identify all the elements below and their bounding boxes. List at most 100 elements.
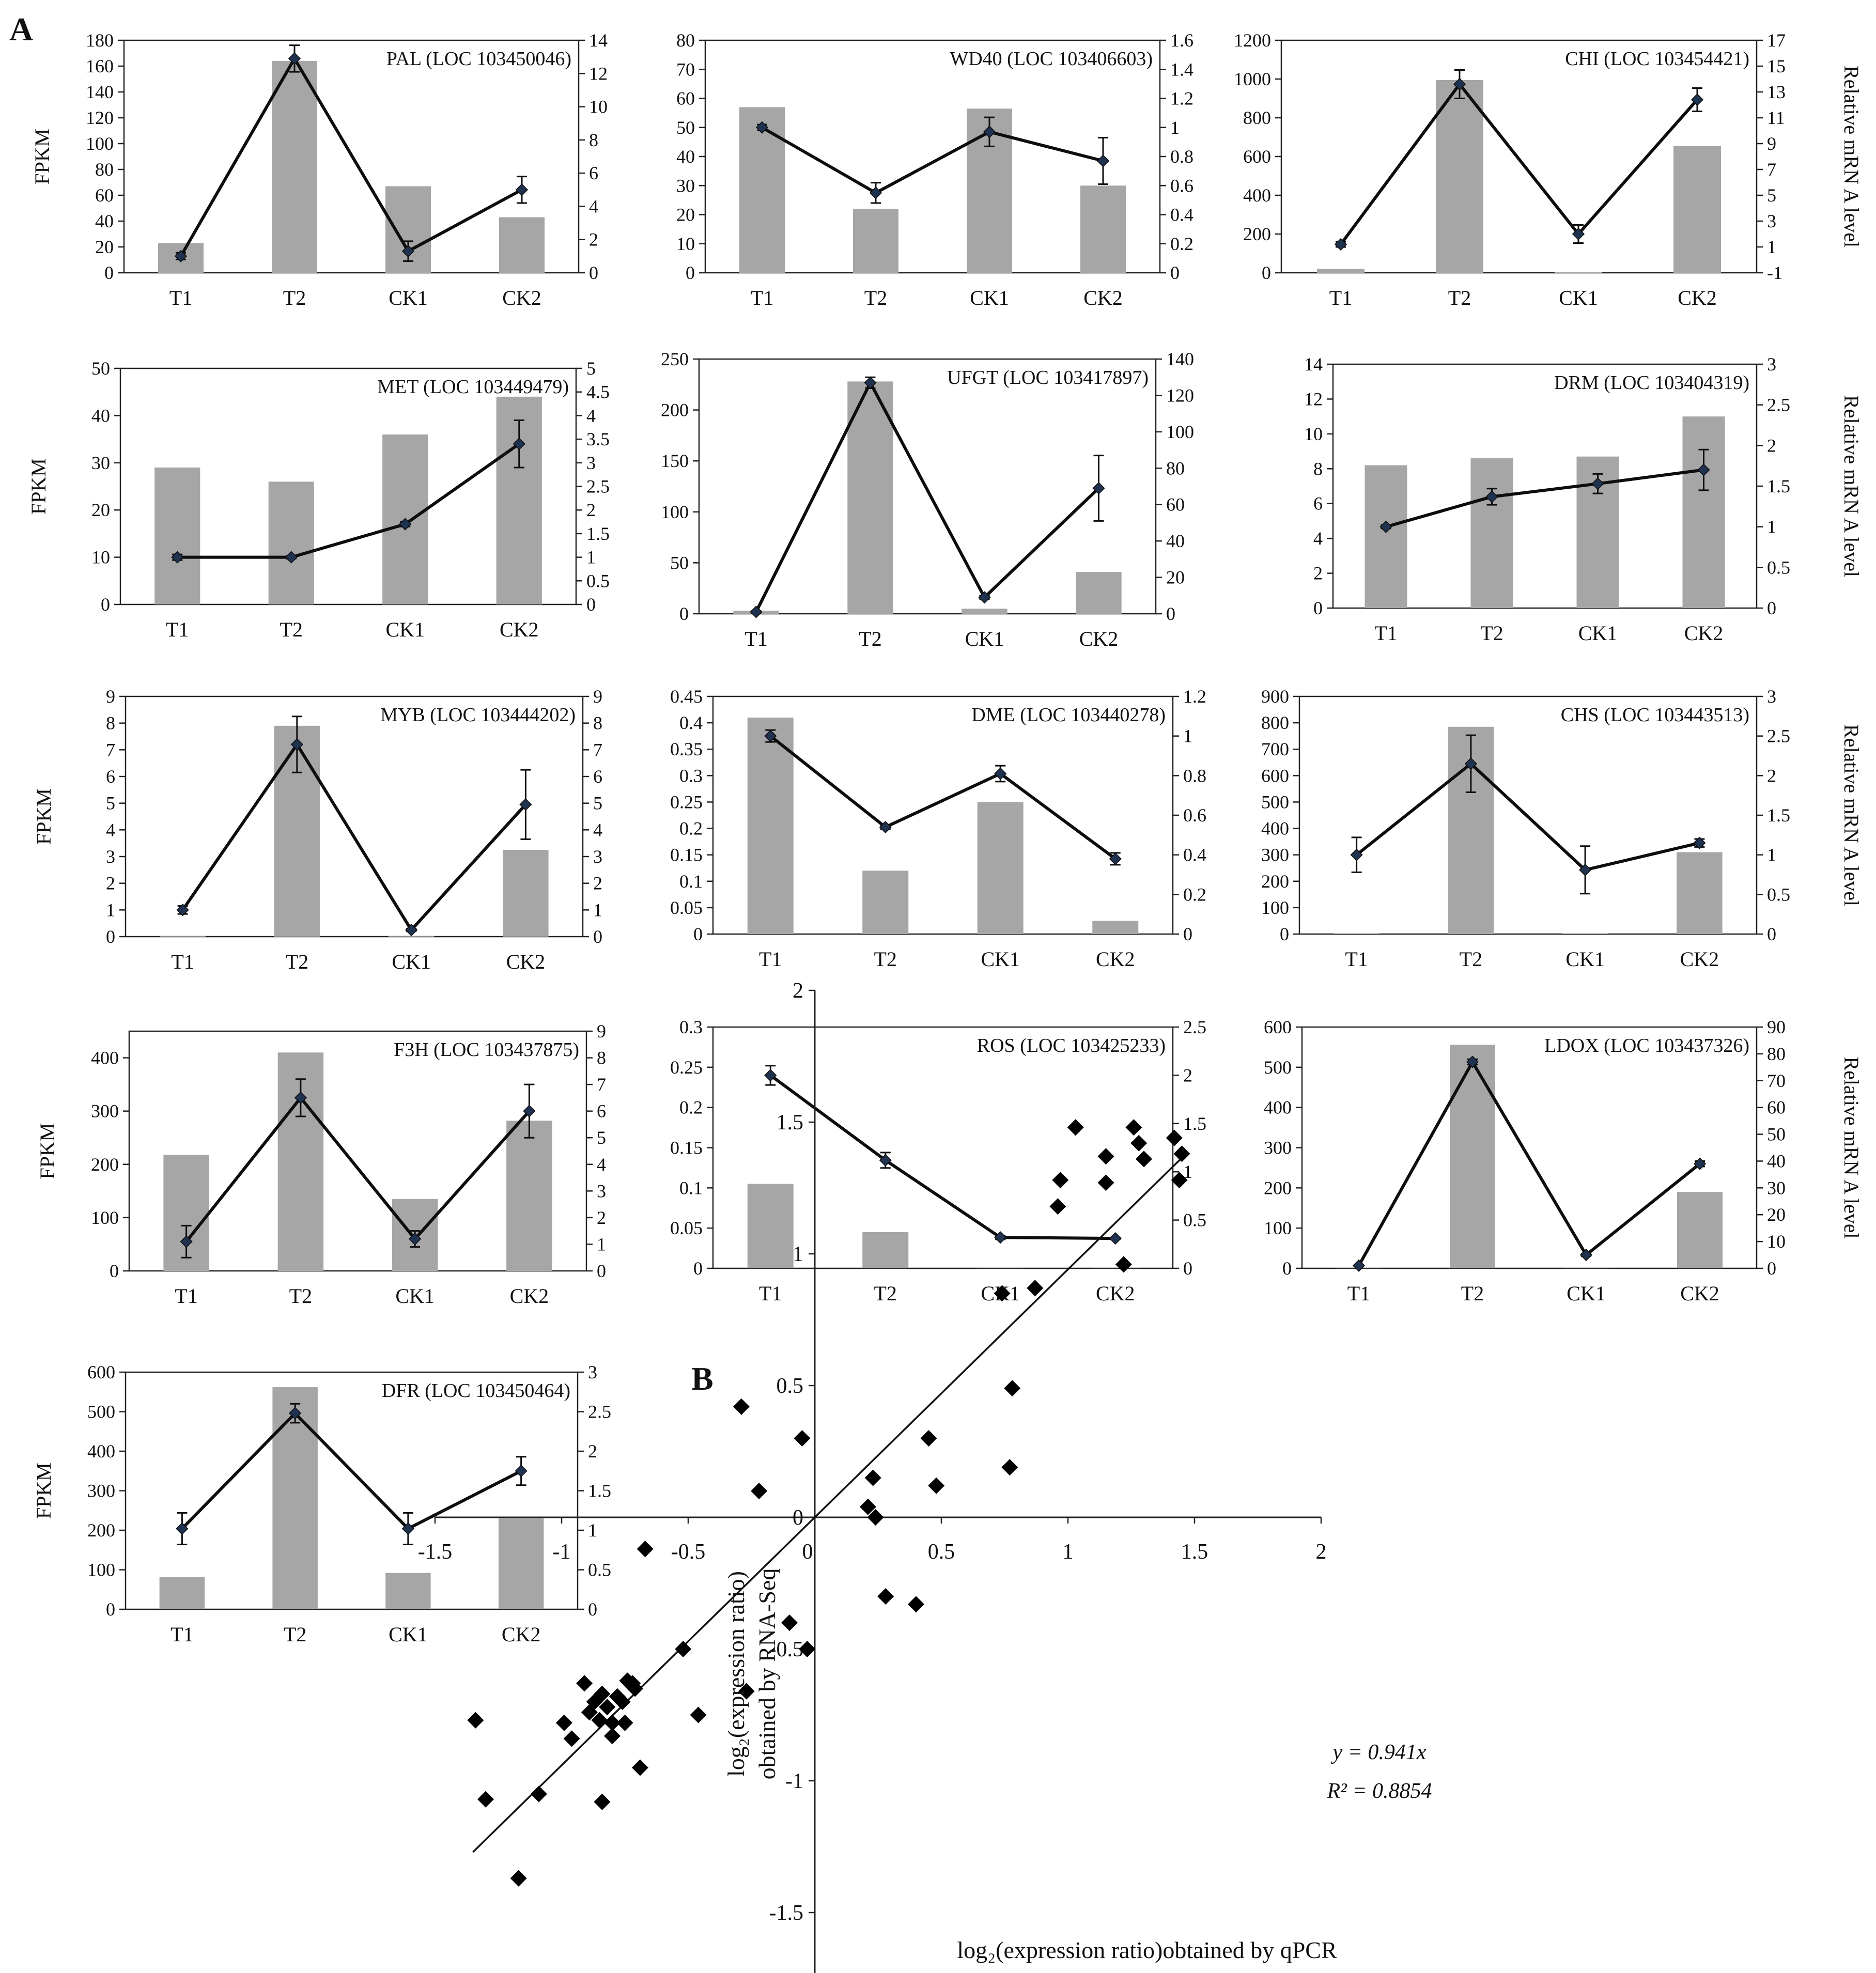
pal-right-tick-label: 14: [589, 30, 608, 51]
wd40-left-tick-label: 60: [676, 88, 695, 109]
ros-right-tick-label: 0.5: [1183, 1210, 1206, 1231]
pal-left-axis-title: FPKM: [30, 129, 54, 185]
scatter-point: [467, 1712, 484, 1729]
myb-left-tick-label: 3: [106, 846, 115, 867]
wd40-left-tick-label: 30: [676, 175, 695, 196]
wd40-right-tick-label: 1.4: [1170, 59, 1193, 80]
scatter-x-tick-label: 2: [1316, 1540, 1327, 1564]
drm-qpcr-point-t1: [1379, 520, 1392, 533]
scatter-point: [864, 1469, 881, 1486]
dme-left-tick-label: 0: [693, 924, 703, 944]
scatter-point: [1049, 1198, 1066, 1215]
f3h-plot-frame: [128, 1030, 587, 1272]
wd40-x-tick-label: T1: [751, 286, 773, 309]
scatter-point: [591, 1712, 608, 1729]
wd40-right-tick-label: 0.8: [1170, 146, 1193, 167]
ldox-bar-ck2: [1677, 1192, 1723, 1268]
chs-left-tick-label: 100: [1261, 897, 1289, 918]
chs-qpcr-line: [1355, 762, 1700, 872]
scatter-point: [631, 1759, 648, 1776]
wd40-right-tick-label: 1: [1170, 117, 1180, 138]
dfr-left-tick-label: 0: [106, 1599, 115, 1620]
drm-qpcr-point-ck2: [1697, 463, 1710, 476]
drm-x-tick-label: T1: [1374, 622, 1397, 645]
chi-left-tick-label: 400: [1243, 185, 1271, 206]
myb-qpcr-point-ck1: [405, 924, 418, 937]
dme-left-tick-label: 0.3: [679, 765, 703, 786]
wd40-right-tick-label: 0.6: [1170, 175, 1193, 196]
scatter-point: [1115, 1256, 1132, 1273]
ros-left-tick-label: 0.3: [679, 1017, 703, 1037]
chi-left-tick-label: 0: [1262, 262, 1271, 283]
ufgt-left-tick-label: 150: [661, 450, 689, 471]
drm-bar-t1: [1365, 465, 1407, 608]
chs-right-tick-label: 1.5: [1767, 805, 1790, 826]
chi-right-tick-label: 15: [1767, 56, 1786, 76]
myb-right-tick-label: 0: [593, 926, 602, 947]
ldox-x-tick-label: CK2: [1680, 1282, 1719, 1305]
pal-left-tick-label: 120: [86, 107, 114, 128]
chs-left-tick-label: 0: [1280, 924, 1289, 944]
chi-qpcr-point-t1: [1334, 238, 1347, 251]
met-chart-title: MET (LOC 103449479): [377, 376, 569, 398]
dfr-x-tick-label: CK1: [389, 1623, 428, 1646]
f3h-left-axis-title: FPKM: [36, 1123, 59, 1179]
drm-left-tick-label: 6: [1313, 493, 1323, 514]
chi-qpcr-point-ck1: [1572, 227, 1585, 241]
f3h-right-tick-label: 9: [597, 1021, 606, 1042]
dfr-left-tick-label: 200: [87, 1520, 115, 1541]
ros-qpcr-point-ck1: [994, 1231, 1007, 1244]
f3h-qpcr-point-ck2: [523, 1105, 536, 1117]
ldox-qpcr-point-ck2: [1693, 1157, 1707, 1170]
met-right-tick-label: 1.5: [586, 523, 610, 544]
scatter-point: [477, 1791, 494, 1808]
ldox-right-tick-label: 50: [1767, 1124, 1786, 1145]
ldox-right-tick-label: 40: [1767, 1151, 1786, 1171]
ufgt-qpcr-point-ck1: [978, 591, 991, 604]
pal-qpcr-line: [179, 55, 523, 257]
met-right-tick-label: 4: [586, 405, 596, 426]
myb-x-tick-label: T2: [286, 950, 308, 973]
ufgt-right-tick-label: 0: [1166, 603, 1175, 624]
scatter-x-tick-label: -1: [553, 1540, 571, 1564]
f3h-right-tick-label: 8: [597, 1048, 606, 1068]
scatter-point: [1052, 1172, 1069, 1189]
dfr-x-tick-label: T2: [284, 1623, 306, 1646]
ufgt-right-tick-label: 140: [1166, 349, 1194, 369]
scatter-y-axis-title-line1: log₂(expression ratio): [723, 1571, 749, 1777]
chi-x-tick-label: CK2: [1678, 286, 1717, 309]
scatter-point: [1067, 1119, 1084, 1136]
scatter-point: [867, 1509, 884, 1526]
chi-right-tick-label: 3: [1767, 211, 1776, 231]
chs-left-tick-label: 500: [1261, 791, 1289, 812]
f3h-left-tick-label: 400: [91, 1048, 119, 1068]
ros-left-tick-label: 0.2: [679, 1097, 703, 1118]
wd40-qpcr-point-t1: [755, 121, 769, 134]
ufgt-x-tick-label: T1: [745, 627, 767, 650]
scatter-point: [1171, 1172, 1188, 1189]
scatter-point: [877, 1588, 894, 1605]
met-right-tick-label: 3: [586, 453, 596, 473]
f3h-right-tick-label: 3: [597, 1180, 606, 1201]
panel-b-label: B: [691, 1360, 714, 1397]
drm-left-tick-label: 10: [1304, 424, 1323, 444]
dfr-bar-ck1: [385, 1573, 431, 1609]
ufgt-x-tick-label: CK2: [1079, 627, 1119, 650]
met-qpcr-point-t2: [285, 551, 298, 564]
ros-qpcr-point-t2: [879, 1154, 892, 1167]
met-right-tick-label: 0.5: [586, 570, 610, 591]
f3h-right-tick-label: 6: [597, 1101, 606, 1122]
drm-right-axis-title: Relative mRN A level: [1840, 395, 1863, 577]
scatter-y-tick-label: 0: [793, 1506, 803, 1530]
chi-chart-title: CHI (LOC 103454421): [1565, 48, 1749, 70]
myb-left-tick-label: 6: [106, 766, 115, 787]
ufgt-right-tick-label: 40: [1166, 531, 1185, 551]
dme-qpcr-line: [769, 735, 1117, 860]
dfr-qpcr-point-t2: [289, 1407, 302, 1420]
met-right-tick-label: 4.5: [586, 382, 610, 402]
chi-right-tick-label: -1: [1767, 262, 1782, 283]
myb-x-tick-label: CK2: [506, 950, 546, 973]
chi-qpcr-line: [1339, 82, 1699, 245]
ros-right-tick-label: 0: [1183, 1258, 1192, 1279]
